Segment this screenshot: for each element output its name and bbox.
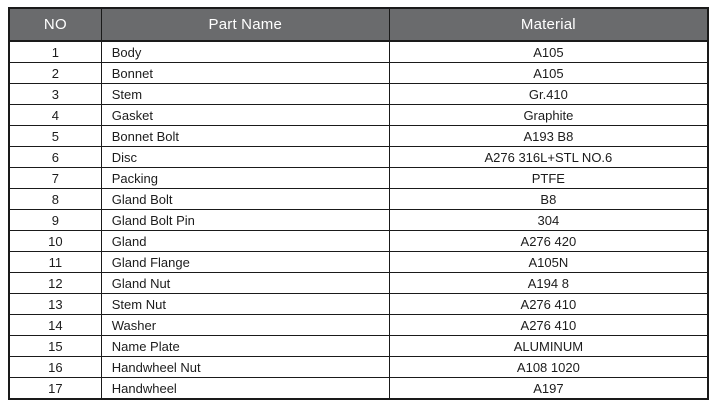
cell-material: A105N (388, 251, 709, 273)
column-header-material: Material (388, 7, 709, 42)
cell-no: 8 (8, 188, 102, 210)
cell-partname: Stem (100, 83, 390, 105)
cell-partname: Handwheel (100, 377, 390, 400)
cell-material: A193 B8 (388, 125, 709, 147)
cell-material: A108 1020 (388, 356, 709, 378)
table-row: 5 Bonnet Bolt A193 B8 (8, 125, 709, 147)
cell-partname: Gland Flange (100, 251, 390, 273)
cell-no: 17 (8, 377, 102, 400)
table-row: 2 Bonnet A105 (8, 62, 709, 84)
table-row: 13 Stem Nut A276 410 (8, 293, 709, 315)
cell-no: 16 (8, 356, 102, 378)
cell-no: 6 (8, 146, 102, 168)
cell-material: Gr.410 (388, 83, 709, 105)
table-row: 11 Gland Flange A105N (8, 251, 709, 273)
cell-partname: Bonnet Bolt (100, 125, 390, 147)
cell-no: 7 (8, 167, 102, 189)
table-row: 1 Body A105 (8, 40, 709, 63)
table-row: 14 Washer A276 410 (8, 314, 709, 336)
cell-no: 3 (8, 83, 102, 105)
table-row: 10 Gland A276 420 (8, 230, 709, 252)
cell-no: 1 (8, 40, 102, 63)
table-row: 4 Gasket Graphite (8, 104, 709, 126)
cell-material: A276 316L+STL NO.6 (388, 146, 709, 168)
table-row: 12 Gland Nut A194 8 (8, 272, 709, 294)
cell-material: A276 420 (388, 230, 709, 252)
cell-material: Graphite (388, 104, 709, 126)
cell-no: 15 (8, 335, 102, 357)
column-header-partname: Part Name (100, 7, 390, 42)
cell-material: PTFE (388, 167, 709, 189)
table-row: 9 Gland Bolt Pin 304 (8, 209, 709, 231)
cell-no: 13 (8, 293, 102, 315)
cell-material: A105 (388, 62, 709, 84)
cell-partname: Gland Nut (100, 272, 390, 294)
cell-no: 10 (8, 230, 102, 252)
cell-partname: Stem Nut (100, 293, 390, 315)
cell-material: ALUMINUM (388, 335, 709, 357)
cell-material: A194 8 (388, 272, 709, 294)
column-header-no: NO (8, 7, 102, 42)
table-row: 15 Name Plate ALUMINUM (8, 335, 709, 357)
cell-partname: Gland (100, 230, 390, 252)
cell-partname: Name Plate (100, 335, 390, 357)
cell-partname: Washer (100, 314, 390, 336)
cell-no: 5 (8, 125, 102, 147)
cell-no: 2 (8, 62, 102, 84)
cell-partname: Disc (100, 146, 390, 168)
cell-no: 12 (8, 272, 102, 294)
cell-partname: Gasket (100, 104, 390, 126)
table-row: 17 Handwheel A197 (8, 377, 709, 400)
cell-partname: Gland Bolt (100, 188, 390, 210)
cell-partname: Gland Bolt Pin (100, 209, 390, 231)
cell-partname: Bonnet (100, 62, 390, 84)
header-row: NO Part Name Material (8, 7, 709, 42)
cell-partname: Packing (100, 167, 390, 189)
cell-no: 11 (8, 251, 102, 273)
cell-material: B8 (388, 188, 709, 210)
cell-material: 304 (388, 209, 709, 231)
cell-material: A105 (388, 40, 709, 63)
cell-no: 9 (8, 209, 102, 231)
cell-material: A276 410 (388, 314, 709, 336)
table-row: 16 Handwheel Nut A108 1020 (8, 356, 709, 378)
table-row: 3 Stem Gr.410 (8, 83, 709, 105)
cell-material: A276 410 (388, 293, 709, 315)
cell-partname: Handwheel Nut (100, 356, 390, 378)
parts-material-table: NO Part Name Material 1 Body A105 2 Bonnet A105… (8, 7, 709, 400)
table-row: 7 Packing PTFE (8, 167, 709, 189)
table-row: 6 Disc A276 316L+STL NO.6 (8, 146, 709, 168)
cell-no: 14 (8, 314, 102, 336)
table-row: 8 Gland Bolt B8 (8, 188, 709, 210)
cell-no: 4 (8, 104, 102, 126)
cell-material: A197 (388, 377, 709, 400)
cell-partname: Body (100, 40, 390, 63)
